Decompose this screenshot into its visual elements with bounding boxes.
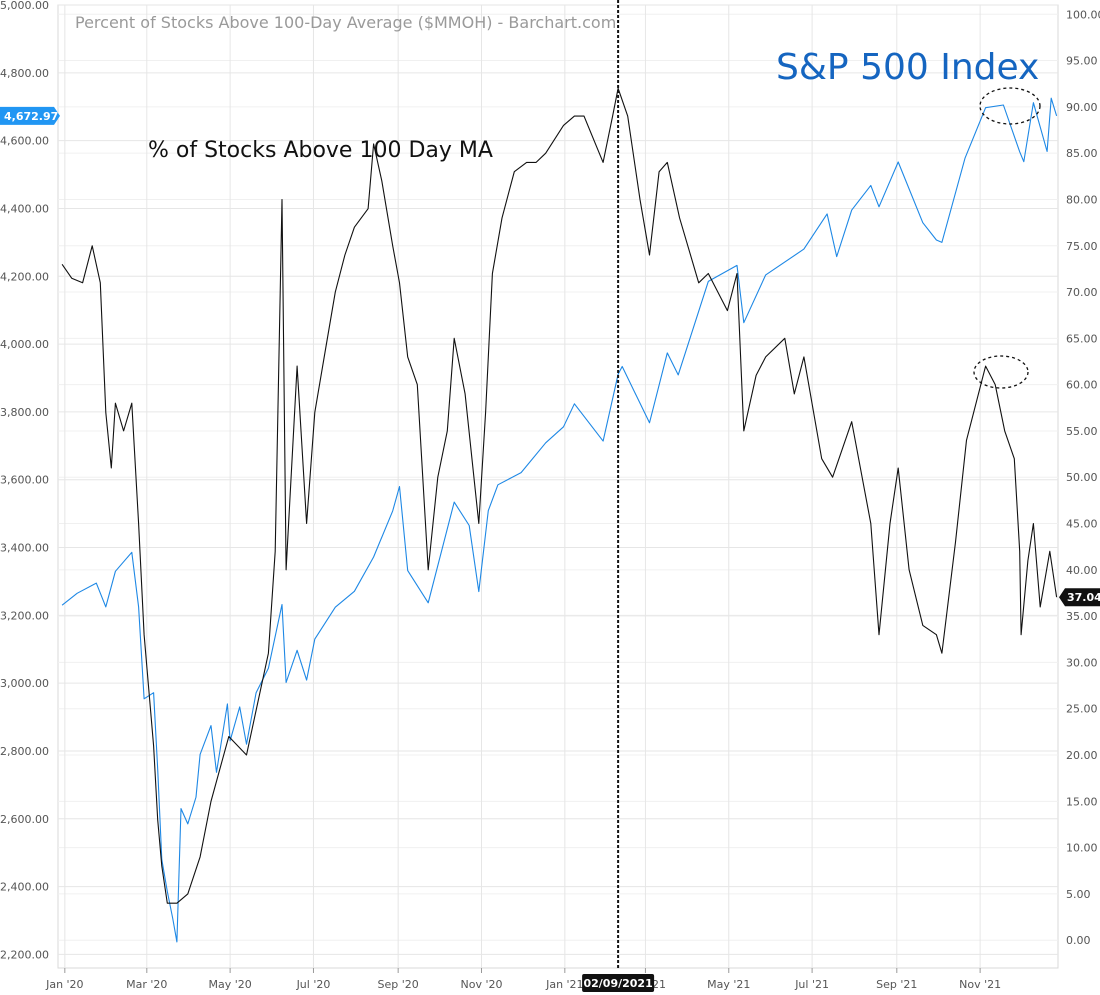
left-tick-label: 4,600.00 — [0, 135, 49, 148]
annotations: S&P 500 Index % of Stocks Above 100 Day … — [148, 47, 1041, 389]
right-tick-label: 30.00 — [1066, 656, 1098, 669]
series-line-0 — [61, 97, 1058, 943]
pct-annotation: % of Stocks Above 100 Day MA — [148, 138, 493, 163]
right-tick-label: 25.00 — [1066, 703, 1098, 716]
right-current-value-label: 37.04 — [1067, 591, 1100, 604]
left-axis: 5,000.00 4,800.00 4,600.00 4,400.00 4,200.00… — [0, 0, 49, 961]
x-tick-label: Jul '21 — [794, 978, 829, 991]
right-tick-label: 80.00 — [1066, 193, 1098, 206]
right-tick-label: 5.00 — [1066, 888, 1091, 901]
date-marker: 02/09/2021 — [582, 0, 655, 992]
left-tick-label: 4,000.00 — [0, 338, 49, 351]
highlight-ellipse-pct — [973, 355, 1029, 389]
value-badges: 4,672.97 37.04 — [0, 106, 1100, 607]
x-tick-label: Jan '21 — [545, 978, 583, 991]
right-tick-label: 100.00 — [1066, 8, 1100, 21]
right-tick-label: 60.00 — [1066, 379, 1098, 392]
x-tick-label: Sep '20 — [378, 978, 419, 991]
sp500-annotation: S&P 500 Index — [776, 47, 1039, 88]
x-axis: Jan '20 Mar '20 May '20 Jul '20 Sep '20 Nov '… — [45, 968, 1001, 991]
right-tick-label: 95.00 — [1066, 55, 1098, 68]
left-tick-label: 2,200.00 — [0, 948, 49, 961]
right-tick-label: 75.00 — [1066, 240, 1098, 253]
date-marker-label: 02/09/2021 — [583, 977, 652, 990]
right-tick-label: 10.00 — [1066, 842, 1098, 855]
right-tick-label: 40.00 — [1066, 564, 1098, 577]
left-tick-label: 3,400.00 — [0, 542, 49, 555]
right-tick-label: 85.00 — [1066, 147, 1098, 160]
right-tick-label: 45.00 — [1066, 518, 1098, 531]
left-tick-label: 4,200.00 — [0, 270, 49, 283]
x-tick-label: Jan '20 — [45, 978, 83, 991]
left-current-value-label: 4,672.97 — [4, 110, 58, 123]
x-tick-label: Nov '21 — [959, 978, 1001, 991]
left-tick-label: 2,600.00 — [0, 813, 49, 826]
series-line-1 — [61, 87, 1058, 904]
chart-title: Percent of Stocks Above 100-Day Average … — [75, 13, 616, 32]
left-tick-label: 2,800.00 — [0, 745, 49, 758]
left-tick-label: 3,200.00 — [0, 609, 49, 622]
right-tick-label: 50.00 — [1066, 471, 1098, 484]
right-tick-label: 15.00 — [1066, 795, 1098, 808]
x-tick-label: Mar '20 — [126, 978, 167, 991]
x-tick-label: Nov '20 — [460, 978, 502, 991]
left-tick-label: 4,400.00 — [0, 202, 49, 215]
right-current-value-badge — [1059, 588, 1100, 607]
x-tick-label: May '20 — [208, 978, 251, 991]
right-tick-label: 35.00 — [1066, 610, 1098, 623]
right-tick-label: 0.00 — [1066, 934, 1091, 947]
right-tick-label: 65.00 — [1066, 332, 1098, 345]
left-tick-label: 3,600.00 — [0, 474, 49, 487]
left-tick-label: 2,400.00 — [0, 881, 49, 894]
series-layer — [61, 87, 1058, 943]
left-current-value-badge — [0, 106, 60, 125]
x-tick-label: Jul '20 — [296, 978, 331, 991]
date-marker-badge — [582, 974, 655, 992]
left-tick-label: 3,800.00 — [0, 406, 49, 419]
highlight-ellipse-sp500 — [979, 87, 1041, 125]
right-axis: 100.00 95.00 90.00 85.00 80.00 75.00 70.00 65.0… — [1066, 8, 1100, 947]
right-tick-label: 90.00 — [1066, 101, 1098, 114]
right-tick-label: 20.00 — [1066, 749, 1098, 762]
left-tick-label: 5,000.00 — [0, 0, 49, 12]
right-tick-label: 55.00 — [1066, 425, 1098, 438]
x-tick-label: May '21 — [707, 978, 750, 991]
left-tick-label: 4,800.00 — [0, 67, 49, 80]
left-tick-label: 3,000.00 — [0, 677, 49, 690]
x-tick-label: Sep '21 — [876, 978, 917, 991]
right-tick-label: 70.00 — [1066, 286, 1098, 299]
